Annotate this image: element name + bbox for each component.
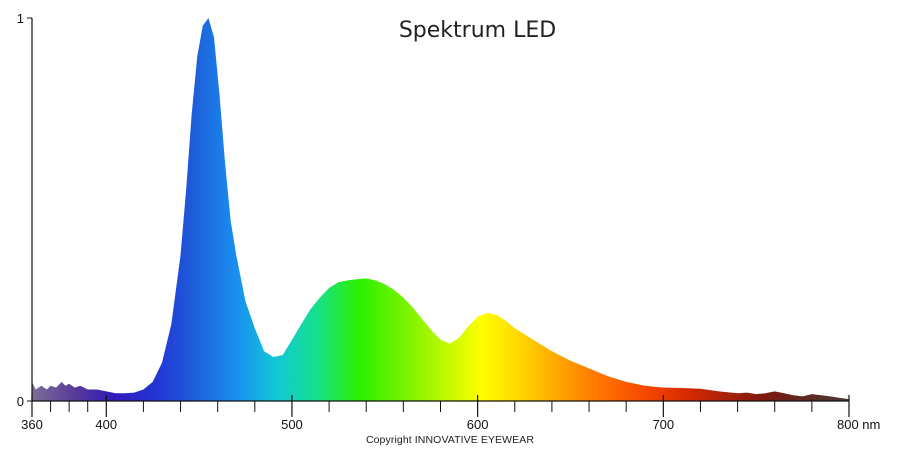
spectrum-area bbox=[32, 18, 849, 401]
copyright-notice: Copyright INNOVATIVE EYEWEAR bbox=[365, 434, 535, 446]
x-tick-label: 700 bbox=[652, 417, 674, 432]
x-tick-label: 800 nm bbox=[837, 417, 880, 432]
y-tick-label: 1 bbox=[17, 11, 24, 26]
y-tick-label: 0 bbox=[17, 394, 24, 409]
x-tick-label: 400 bbox=[95, 417, 117, 432]
chart-title: Spektrum LED bbox=[398, 18, 557, 43]
x-tick-label: 360 bbox=[21, 417, 43, 432]
x-tick-label: 600 bbox=[467, 417, 489, 432]
x-tick-label: 500 bbox=[281, 417, 303, 432]
